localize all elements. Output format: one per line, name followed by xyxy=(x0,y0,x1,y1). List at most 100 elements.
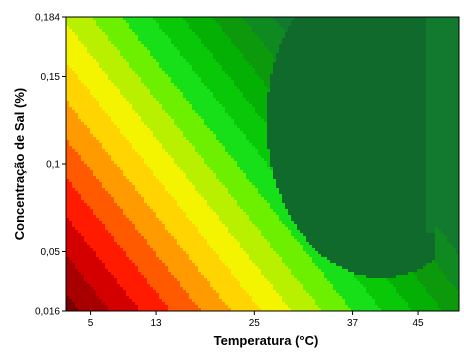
contour-cell xyxy=(201,29,205,33)
contour-cell xyxy=(81,125,85,129)
contour-cell xyxy=(81,119,85,123)
contour-cell xyxy=(216,104,220,108)
contour-cell xyxy=(189,281,193,285)
contour-cell xyxy=(177,257,181,261)
contour-cell xyxy=(150,254,154,258)
contour-cell xyxy=(147,77,151,81)
contour-cell xyxy=(135,257,139,261)
contour-cell xyxy=(111,176,115,180)
contour-cell xyxy=(132,92,136,96)
contour-cell xyxy=(153,68,157,72)
contour-cell xyxy=(177,188,181,192)
contour-cell xyxy=(165,134,169,138)
contour-cell xyxy=(174,269,178,273)
contour-cell xyxy=(198,116,202,120)
contour-cell xyxy=(99,173,103,177)
contour-cell xyxy=(213,278,217,282)
contour-cell xyxy=(90,53,94,57)
contour-cell xyxy=(81,77,85,81)
contour-cell xyxy=(90,155,94,159)
contour-cell xyxy=(174,230,178,234)
contour-cell xyxy=(186,230,190,234)
contour-cell xyxy=(216,275,220,279)
contour-cell xyxy=(138,50,142,54)
contour-cell xyxy=(105,191,109,195)
contour-cell xyxy=(177,158,181,162)
contour-cell xyxy=(204,50,208,54)
contour-cell xyxy=(108,107,112,111)
contour-cell xyxy=(120,116,124,120)
contour-cell xyxy=(159,194,163,198)
contour-cell xyxy=(156,260,160,264)
contour-cell xyxy=(126,278,130,282)
contour-cell xyxy=(111,296,115,300)
contour-cell xyxy=(141,206,145,210)
contour-cell xyxy=(204,20,208,24)
contour-cell xyxy=(114,59,118,63)
contour-cell xyxy=(153,209,157,213)
contour-cell xyxy=(141,98,145,102)
contour-cell xyxy=(69,62,73,66)
contour-cell xyxy=(186,17,190,21)
contour-cell xyxy=(198,110,202,114)
contour-cell xyxy=(72,92,76,96)
contour-cell xyxy=(150,158,154,162)
contour-cell xyxy=(177,284,181,288)
contour-cell xyxy=(78,71,82,75)
contour-cell xyxy=(180,203,184,207)
contour-cell xyxy=(147,71,151,75)
contour-cell xyxy=(168,71,172,75)
contour-cell xyxy=(138,164,142,168)
contour-cell xyxy=(66,215,70,219)
contour-cell xyxy=(114,248,118,252)
contour-cell xyxy=(186,263,190,267)
contour-cell xyxy=(132,251,136,255)
contour-cell xyxy=(111,299,115,303)
contour-cell xyxy=(108,272,112,276)
contour-cell xyxy=(90,20,94,24)
contour-cell xyxy=(207,38,211,42)
contour-cell xyxy=(75,140,79,144)
contour-cell xyxy=(174,260,178,264)
contour-cell xyxy=(195,89,199,93)
contour-cell xyxy=(156,110,160,114)
contour-cell xyxy=(84,158,88,162)
contour-cell xyxy=(198,284,202,288)
contour-cell xyxy=(204,206,208,210)
contour-cell xyxy=(207,299,211,303)
contour-cell xyxy=(150,176,154,180)
contour-cell xyxy=(210,95,214,99)
contour-cell xyxy=(117,284,121,288)
contour-cell xyxy=(201,260,205,264)
contour-cell xyxy=(81,302,85,306)
contour-cell xyxy=(210,179,214,183)
contour-cell xyxy=(87,227,91,231)
contour-cell xyxy=(120,47,124,51)
contour-cell xyxy=(99,80,103,84)
contour-cell xyxy=(144,125,148,129)
contour-cell xyxy=(72,269,76,273)
contour-cell xyxy=(141,23,145,27)
contour-cell xyxy=(195,191,199,195)
contour-cell xyxy=(177,296,181,300)
contour-cell xyxy=(150,179,154,183)
contour-cell xyxy=(126,248,130,252)
contour-cell xyxy=(213,113,217,117)
contour-cell xyxy=(162,38,166,42)
contour-cell xyxy=(180,20,184,24)
contour-cell xyxy=(126,200,130,204)
contour-cell xyxy=(123,131,127,135)
contour-cell xyxy=(105,74,109,78)
contour-cell xyxy=(171,152,175,156)
contour-cell xyxy=(138,32,142,36)
contour-cell xyxy=(93,221,97,225)
contour-cell xyxy=(108,158,112,162)
contour-cell xyxy=(111,281,115,285)
contour-cell xyxy=(135,122,139,126)
contour-cell xyxy=(117,194,121,198)
contour-cell xyxy=(141,179,145,183)
contour-cell xyxy=(126,128,130,132)
contour-cell xyxy=(210,302,214,306)
contour-cell xyxy=(210,209,214,213)
contour-cell xyxy=(162,35,166,39)
